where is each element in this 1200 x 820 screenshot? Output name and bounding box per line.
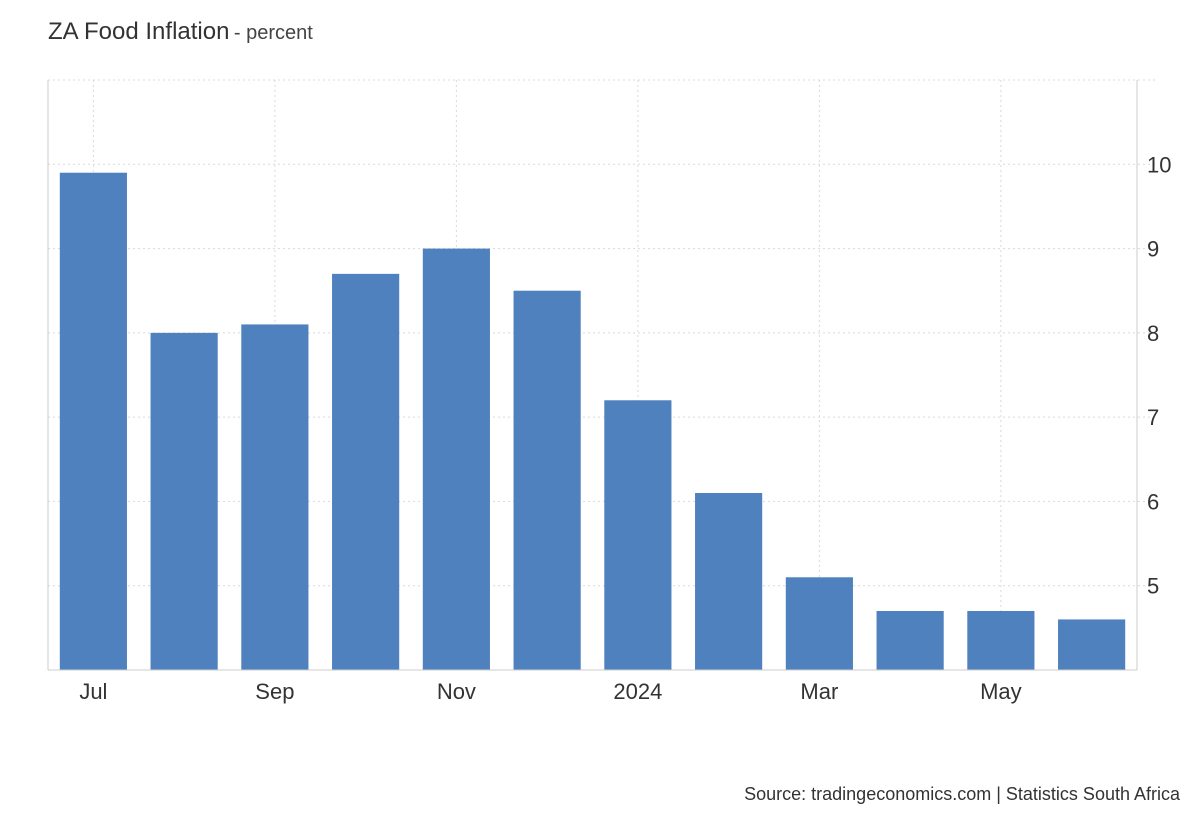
- bar: [332, 273, 400, 670]
- bar: [422, 248, 490, 671]
- chart-title: ZA Food Inflation: [48, 18, 230, 45]
- bar: [150, 332, 218, 670]
- y-tick-label: 6: [1147, 489, 1159, 514]
- y-tick-label: 10: [1147, 152, 1171, 177]
- x-tick-label: 2024: [613, 679, 662, 704]
- x-axis-ticks: Jul Sep Nov 2024 Mar May: [79, 679, 1021, 704]
- y-tick-label: 9: [1147, 237, 1159, 262]
- y-tick-label: 7: [1147, 405, 1159, 430]
- x-tick-label: May: [980, 679, 1022, 704]
- bar: [1058, 619, 1126, 670]
- bar: [241, 324, 309, 670]
- x-tick-label: Sep: [255, 679, 294, 704]
- bar: [785, 577, 853, 670]
- x-tick-label: Mar: [800, 679, 838, 704]
- bar: [59, 172, 127, 670]
- chart-title-row: ZA Food Inflation - percent: [48, 18, 313, 46]
- bar: [695, 493, 763, 670]
- y-tick-label: 8: [1147, 321, 1159, 346]
- x-tick-label: Jul: [79, 679, 107, 704]
- bar: [967, 611, 1035, 670]
- x-tick-label: Nov: [437, 679, 476, 704]
- bar: [604, 400, 672, 670]
- y-tick-label: 5: [1147, 574, 1159, 599]
- axes: [47, 80, 1138, 671]
- source-note: Source: tradingeconomics.com | Statistic…: [744, 784, 1180, 804]
- bars: [59, 172, 1126, 671]
- bar: [876, 611, 944, 670]
- y-axis-ticks: 5 6 7 8 9 10: [1147, 152, 1171, 598]
- chart-unit: - percent: [233, 22, 313, 44]
- bar: [513, 290, 581, 670]
